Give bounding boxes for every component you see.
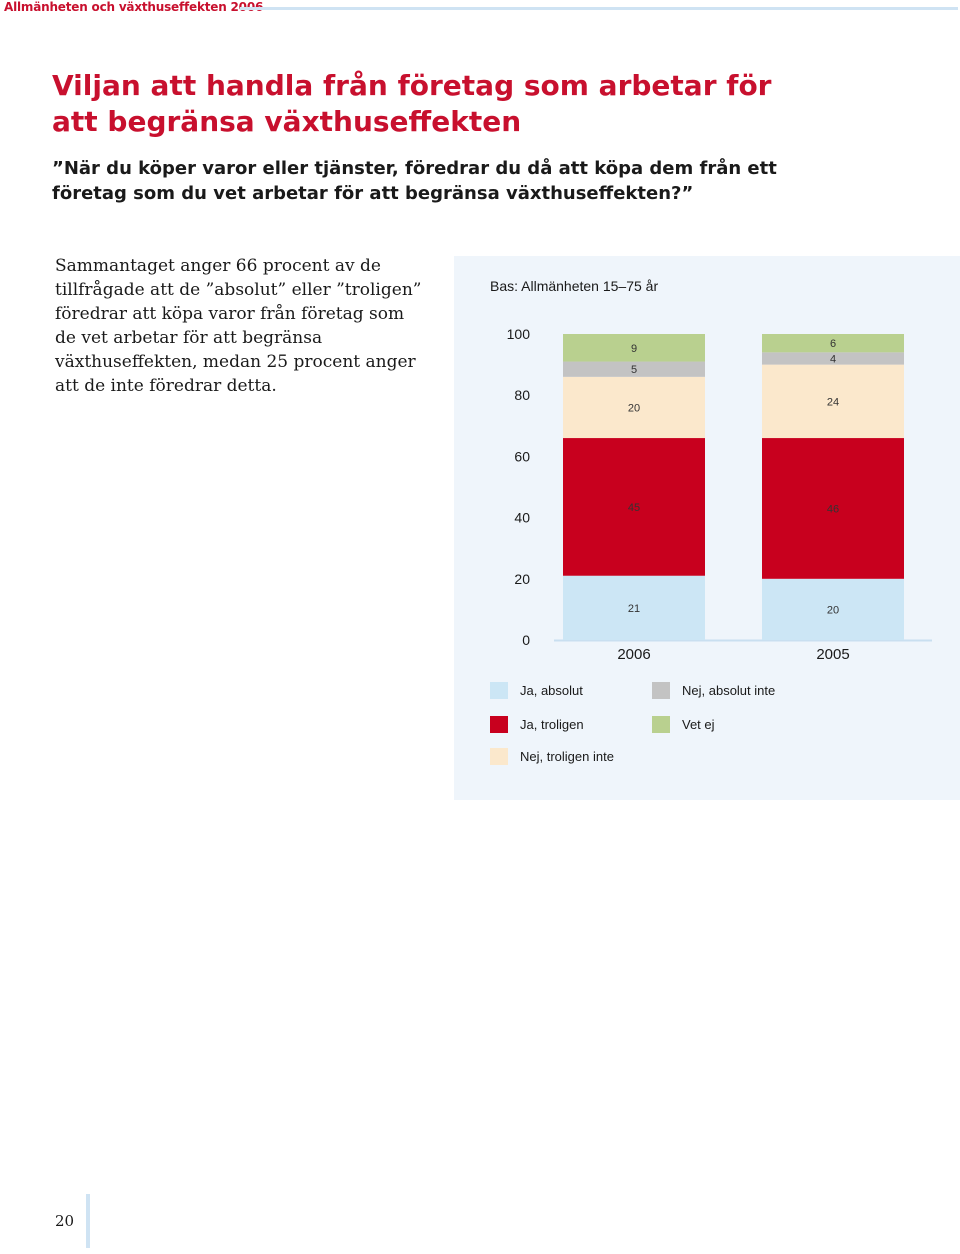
bar-segment — [563, 575, 705, 640]
bar-segment — [762, 438, 904, 579]
data-label: 9 — [631, 343, 637, 355]
data-label: 24 — [827, 396, 839, 408]
legend-swatch — [490, 682, 508, 699]
bar-segment — [762, 334, 904, 353]
legend-swatch — [652, 716, 670, 733]
bar-segment — [563, 361, 705, 377]
data-label: 46 — [827, 503, 839, 515]
header-rule — [240, 7, 958, 10]
bar-segment — [563, 334, 705, 362]
body-paragraph: Sammantaget anger 66 procent av de tillf… — [55, 256, 422, 396]
legend-item: Ja, absolut — [490, 682, 583, 699]
y-tick-label: 40 — [514, 510, 530, 526]
data-label: 5 — [631, 364, 637, 376]
legend-swatch — [490, 716, 508, 733]
x-category-label: 2006 — [617, 646, 650, 663]
legend-swatch — [652, 682, 670, 699]
chart-legend: Ja, absolut Ja, troligen Nej, troligen int… — [490, 682, 950, 772]
bar-segment — [762, 578, 904, 640]
page-number: 20 — [55, 1212, 75, 1230]
data-label: 6 — [830, 338, 836, 350]
legend-label: Ja, troligen — [520, 717, 584, 732]
data-label: 21 — [628, 603, 640, 615]
legend-item: Nej, absolut inte — [652, 682, 775, 699]
page-number-rule — [86, 1194, 90, 1248]
bar-segment — [762, 352, 904, 365]
data-label: 4 — [830, 353, 836, 365]
bar-segment — [563, 376, 705, 439]
legend-label: Vet ej — [682, 717, 715, 732]
y-tick-label: 20 — [514, 571, 530, 587]
legend-label: Nej, troligen inte — [520, 749, 614, 764]
legend-item: Ja, troligen — [490, 716, 584, 733]
y-tick-label: 0 — [522, 632, 530, 648]
legend-item: Vet ej — [652, 716, 715, 733]
y-tick-label: 80 — [514, 387, 530, 403]
x-category-label: 2005 — [816, 646, 849, 663]
legend-label: Ja, absolut — [520, 683, 583, 698]
page-title: Viljan att handla från företag som arbet… — [52, 69, 772, 138]
y-tick-label: 60 — [514, 448, 530, 464]
chart-subtitle: Bas: Allmänheten 15–75 år — [490, 278, 659, 294]
data-label: 45 — [628, 502, 640, 514]
running-header: Allmänheten och växthuseffekten 2006 — [4, 0, 264, 14]
legend-swatch — [490, 748, 508, 765]
legend-item: Nej, troligen inte — [490, 748, 614, 765]
bar-segment — [563, 438, 705, 576]
data-label: 20 — [628, 402, 640, 414]
survey-question: ”När du köper varor eller tjänster, före… — [52, 158, 777, 204]
legend-label: Nej, absolut inte — [682, 683, 776, 698]
y-tick-label: 100 — [507, 326, 531, 342]
bar-segment — [762, 364, 904, 439]
data-label: 20 — [827, 604, 839, 616]
